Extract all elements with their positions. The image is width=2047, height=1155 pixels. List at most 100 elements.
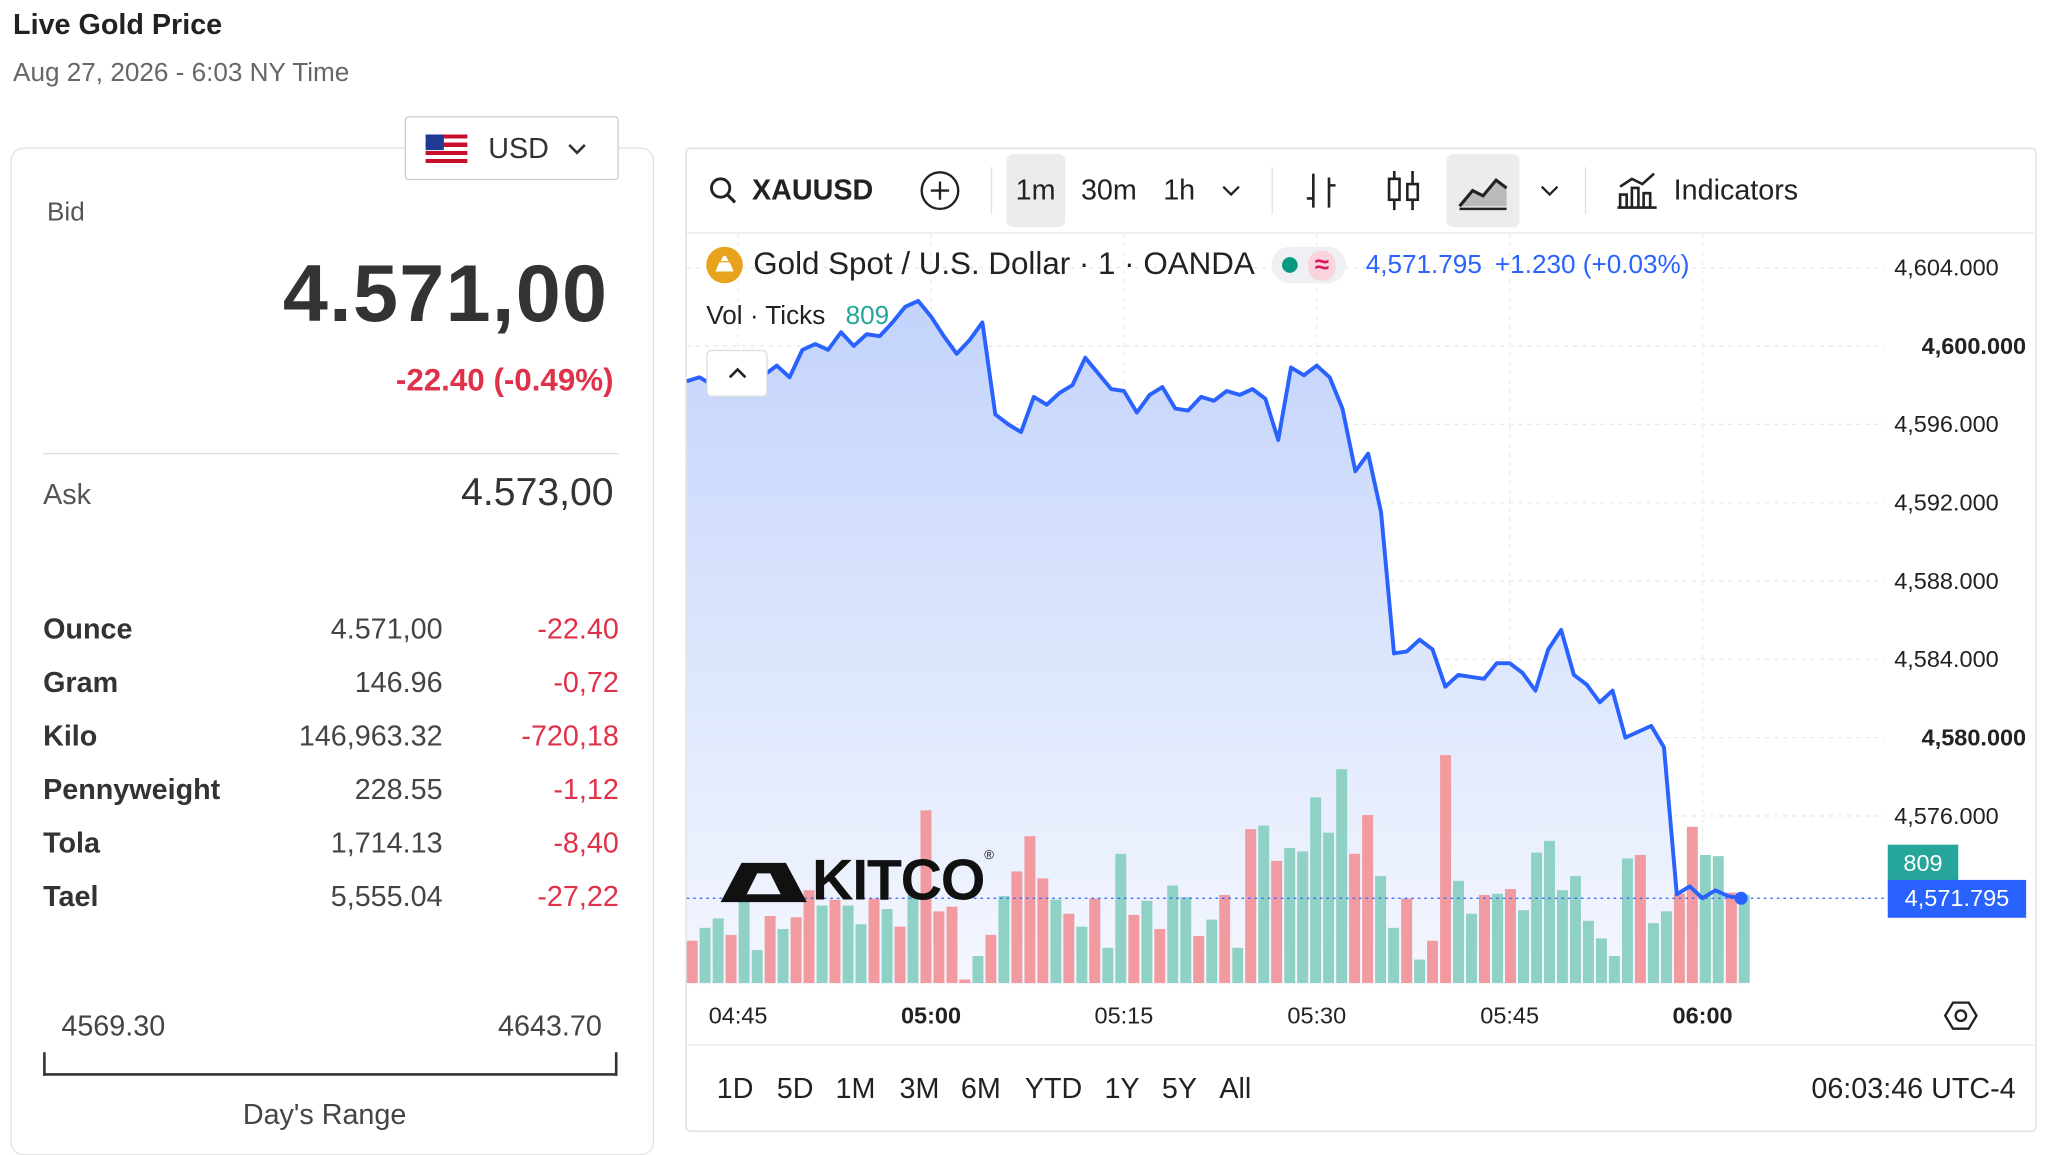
volume-bar: [1258, 825, 1270, 984]
bid-label: Bid: [46, 198, 85, 228]
y-tick-label: 4,576.000: [1894, 803, 1998, 829]
unit-change: -27,22: [537, 879, 619, 913]
volume-bar: [1634, 854, 1646, 984]
area-chart-icon: [1458, 178, 1508, 211]
toolbar-separator: [990, 167, 993, 215]
volume-bar: [1725, 892, 1737, 984]
interval-1m[interactable]: 1m: [1015, 173, 1056, 207]
plus-circle-icon: [920, 171, 960, 211]
unit-name: Tola: [43, 826, 100, 860]
range-1d[interactable]: 1D: [716, 1071, 754, 1105]
unit-price: 4.571,00: [330, 612, 443, 645]
volume-bar: [1388, 927, 1400, 984]
volume-bar: [1310, 797, 1322, 984]
unit-name: Pennyweight: [43, 772, 221, 806]
compare-button[interactable]: [919, 149, 961, 233]
gear-icon: [1943, 1001, 1978, 1030]
unit-row-tola: Tola 1,714.13 -8,40: [43, 826, 619, 865]
volume-bar: [1479, 894, 1490, 984]
symbol-search[interactable]: XAUUSD: [708, 149, 874, 233]
price-chart[interactable]: 4,604.000 4,600.000 4,596.000 4,592.000 4,58…: [686, 233, 2034, 1043]
volume-bar: [881, 909, 893, 984]
volume-bars: [686, 755, 1750, 984]
volume-bar: [1738, 894, 1750, 984]
volume-bar: [946, 906, 958, 984]
unit-row-kilo: Kilo 146,963.32 -720,18: [43, 719, 619, 758]
x-tick-label: 04:45: [709, 1003, 768, 1029]
range-bar: 1D 5D 1M 3M 6M YTD 1Y 5Y All 06:03:46 UT…: [686, 1044, 2034, 1129]
volume-bar: [1518, 910, 1530, 984]
divider: [43, 453, 619, 455]
range-1m[interactable]: 1M: [835, 1071, 876, 1105]
x-tick-label: 05:45: [1480, 1003, 1539, 1029]
volume-bar: [998, 896, 1010, 984]
volume-bar: [1647, 923, 1659, 984]
volume-bar: [1414, 959, 1426, 984]
delayed-icon: ≈: [1308, 250, 1336, 281]
volume-bar: [972, 956, 984, 984]
volume-bar: [1531, 852, 1543, 984]
volume-bar: [1063, 913, 1075, 984]
volume-bar: [790, 917, 802, 984]
volume-bar: [1336, 769, 1348, 984]
volume-bar: [1050, 899, 1062, 984]
volume-bar: [1180, 897, 1192, 984]
volume-bar: [1427, 940, 1439, 984]
range-1y[interactable]: 1Y: [1104, 1071, 1140, 1105]
unit-name: Tael: [43, 879, 99, 913]
indicators-button[interactable]: Indicators: [1616, 149, 1798, 233]
x-axis: 04:45 05:00 05:15 05:30 05:45 06:00: [709, 1003, 1733, 1029]
registered-mark: ®: [984, 848, 994, 863]
bid-change: -22.40 (-0.49%): [395, 362, 614, 399]
volume-bar: [1232, 947, 1244, 984]
y-tick-label: 4,584.000: [1894, 646, 1998, 672]
volume-bar: [1544, 840, 1555, 984]
chevron-up-icon: [728, 367, 746, 379]
x-tick-label: 05:15: [1095, 1003, 1154, 1029]
day-range-label: Day's Range: [242, 1097, 407, 1131]
area-chart-type-button[interactable]: [1457, 149, 1509, 233]
y-axis: 4,604.000 4,600.000 4,596.000 4,592.000 4,58…: [1894, 254, 2026, 828]
volume-bar: [1686, 826, 1698, 984]
interval-1h[interactable]: 1h: [1163, 173, 1196, 207]
volume-bar: [1492, 893, 1504, 984]
collapse-legend-button[interactable]: [706, 349, 768, 397]
range-ytd[interactable]: YTD: [1024, 1071, 1083, 1105]
volume-bar: [699, 927, 711, 984]
range-3m[interactable]: 3M: [899, 1071, 940, 1105]
range-all[interactable]: All: [1219, 1071, 1252, 1105]
range-6m[interactable]: 6M: [960, 1071, 1001, 1105]
bar-chart-type-button[interactable]: [1303, 149, 1340, 233]
volume-bar: [1271, 860, 1283, 984]
volume-bar: [738, 898, 750, 984]
interval-dropdown[interactable]: [1222, 149, 1240, 233]
volume-bar: [985, 934, 997, 984]
range-5y[interactable]: 5Y: [1161, 1071, 1198, 1105]
kitco-watermark: KITCO ®: [718, 849, 994, 914]
unit-change: -0,72: [553, 665, 619, 699]
volume-bar: [1141, 900, 1153, 984]
page-title: Live Gold Price: [13, 7, 223, 41]
unit-row-ounce: Ounce 4.571,00 -22.40: [43, 612, 619, 651]
interval-30m[interactable]: 30m: [1080, 173, 1137, 207]
legend-price: 4,571.795: [1365, 250, 1482, 279]
unit-row-gram: Gram 146.96 -0,72: [43, 666, 619, 705]
volume-bar: [933, 911, 945, 984]
legend-change: +1.230 (+0.03%): [1494, 250, 1690, 279]
day-range-low: 4569.30: [61, 1009, 166, 1042]
chevron-down-icon: [1222, 185, 1240, 196]
currency-select[interactable]: USD: [404, 116, 619, 181]
y-tick-label: 4,588.000: [1894, 568, 1998, 594]
y-tick-label: 4,596.000: [1894, 411, 1998, 437]
toolbar-separator: [1271, 167, 1273, 215]
market-open-dot-icon: [1282, 257, 1298, 273]
candles-chart-type-button[interactable]: [1385, 149, 1422, 233]
chart-type-dropdown[interactable]: [1540, 149, 1559, 233]
symbol-label: XAUUSD: [751, 173, 874, 207]
range-5d[interactable]: 5D: [776, 1071, 814, 1105]
volume-bar: [816, 905, 828, 984]
volume-bar: [777, 928, 789, 984]
volume-bar: [1595, 938, 1607, 984]
settings-button[interactable]: [1943, 997, 1980, 1040]
